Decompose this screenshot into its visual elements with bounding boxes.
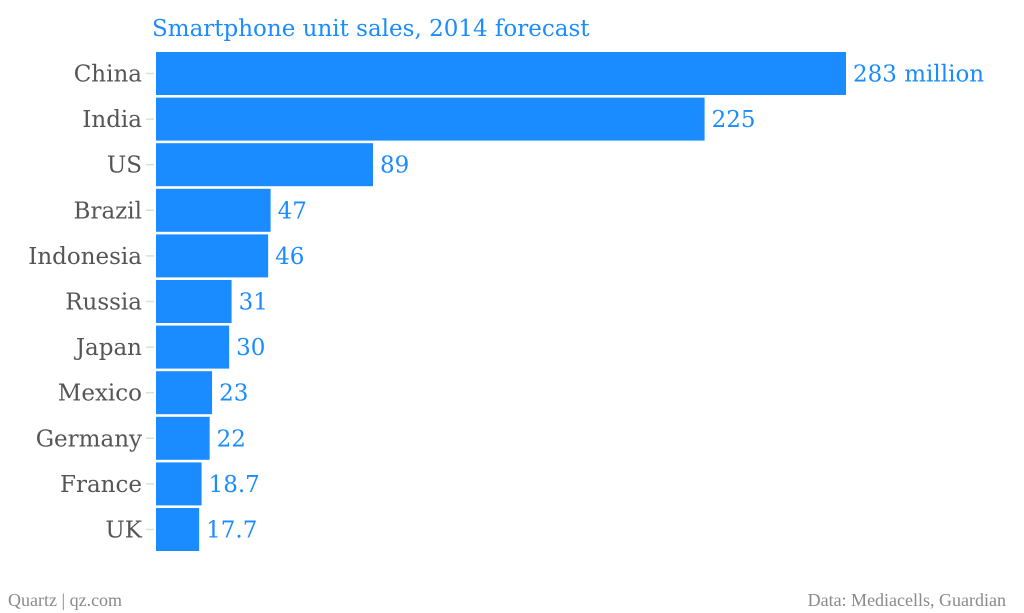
bar-india [156, 97, 705, 141]
bar-china [156, 52, 846, 95]
category-label: India [82, 107, 142, 133]
category-label: UK [105, 518, 142, 544]
value-label: 47 [278, 198, 307, 224]
category-label: US [107, 153, 142, 179]
value-label: 31 [239, 290, 268, 316]
bar-brazil [156, 188, 271, 232]
category-label: China [74, 62, 143, 88]
category-label: Germany [36, 426, 142, 452]
category-label: Mexico [58, 381, 142, 407]
bar-russia [156, 280, 232, 323]
value-label: 46 [275, 244, 304, 270]
value-label: 22 [217, 426, 246, 452]
chart-title: Smartphone unit sales, 2014 forecast [152, 16, 590, 42]
bar-germany [156, 416, 210, 460]
bar-japan [156, 325, 230, 369]
category-label: France [60, 472, 142, 498]
bar-uk [156, 508, 200, 551]
footer-source-left: Quartz | qz.com [8, 590, 122, 610]
value-label: 30 [236, 335, 265, 361]
value-label: 17.7 [206, 518, 257, 544]
bars-group: China 283 million India 225 US 89 Brazil 47 Indo… [28, 52, 984, 551]
value-label: 89 [380, 153, 409, 179]
bar-mexico [156, 371, 213, 415]
category-label: Japan [74, 335, 142, 361]
footer-source-right: Data: Mediacells, Guardian [808, 590, 1006, 610]
value-label: 23 [219, 381, 248, 407]
value-label: 225 [712, 107, 756, 133]
bar-us [156, 143, 373, 187]
bar-indonesia [156, 234, 269, 278]
value-label: 283 million [853, 62, 984, 88]
bar-france [156, 462, 202, 506]
category-label: Russia [65, 290, 142, 316]
category-label: Brazil [74, 198, 142, 224]
value-label: 18.7 [209, 472, 260, 498]
category-label: Indonesia [28, 244, 142, 270]
